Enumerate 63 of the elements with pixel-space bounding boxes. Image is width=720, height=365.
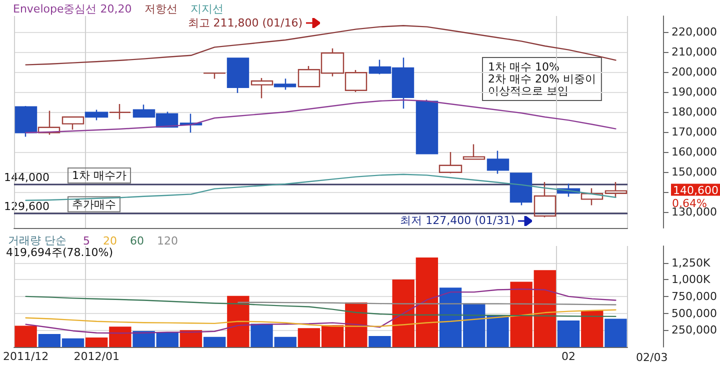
text: 02/03 <box>636 351 668 364</box>
candlestick <box>462 144 486 160</box>
text: 저항선 <box>144 2 178 16</box>
line-series <box>25 288 616 334</box>
text: 5 <box>83 234 90 248</box>
y-tick-label: 250,000 <box>672 324 718 337</box>
y-tick-label: 130,000 <box>672 206 718 218</box>
candlestick <box>62 116 84 130</box>
bar <box>14 326 37 347</box>
candlestick <box>438 151 462 174</box>
ref-line-label: 추가매수 <box>72 198 116 211</box>
annotation: 419,694주(78.10%) <box>6 246 114 259</box>
text: 120 <box>156 234 178 248</box>
candlestick <box>534 181 556 218</box>
candlestick <box>486 150 510 174</box>
bar <box>227 296 250 347</box>
candlestick <box>510 172 532 206</box>
bar <box>203 336 226 347</box>
ref-line-label: 1차 매수가 <box>72 169 126 182</box>
line-series <box>25 309 616 327</box>
y-tick-label: 210,000 <box>672 46 718 58</box>
x-tick-label: 2012/01 <box>74 350 120 363</box>
y-tick-label: 150,000 <box>672 166 718 178</box>
text: 지지선 <box>190 2 224 16</box>
x-tick-label: 2011/12 <box>2 350 49 363</box>
y-tick-label: 750,000 <box>672 290 718 303</box>
y-tick-label: 1,250K <box>672 256 712 270</box>
annotation: 최고 211,800 (01/16) <box>188 16 303 30</box>
y-tick-label: 180,000 <box>672 106 718 118</box>
y-tick-label: 190,000 <box>672 86 718 98</box>
candlestick <box>250 77 274 99</box>
candlestick <box>226 58 250 94</box>
text: 20 <box>103 234 117 248</box>
candlestick <box>38 110 60 136</box>
bar <box>180 330 202 347</box>
annotation: 129,600 <box>4 200 50 213</box>
y-tick-label: 200,000 <box>672 66 718 78</box>
line-series <box>25 99 616 134</box>
candlestick <box>84 109 108 121</box>
y-tick-label: 1,000K <box>672 273 712 286</box>
bar <box>368 336 391 347</box>
bar <box>557 320 580 347</box>
x-tick-label: 02 <box>562 350 576 363</box>
y-tick-label: 220,000 <box>672 26 718 38</box>
bar <box>581 310 604 347</box>
candlestick <box>416 99 438 154</box>
candlestick <box>202 72 226 80</box>
y-tick-label: 160,000 <box>672 146 718 158</box>
line-series <box>25 296 616 318</box>
candlestick <box>14 105 38 138</box>
bar <box>604 318 627 347</box>
legend-title: 거래량 단순 <box>8 234 66 247</box>
candlestick <box>274 78 296 90</box>
candlestick <box>108 103 132 120</box>
annotation: 144,000 <box>4 171 50 184</box>
candlestick <box>580 188 604 206</box>
candlestick <box>604 181 628 198</box>
text: 60 <box>130 234 144 248</box>
text: Envelope중심선 20,20 <box>13 2 132 16</box>
y-tick-label: 170,000 <box>672 126 718 138</box>
text: 140,600 <box>673 184 718 197</box>
annotation: 최저 127,400 (01/31) <box>400 214 515 228</box>
y-tick-label: 500,000 <box>672 306 718 320</box>
